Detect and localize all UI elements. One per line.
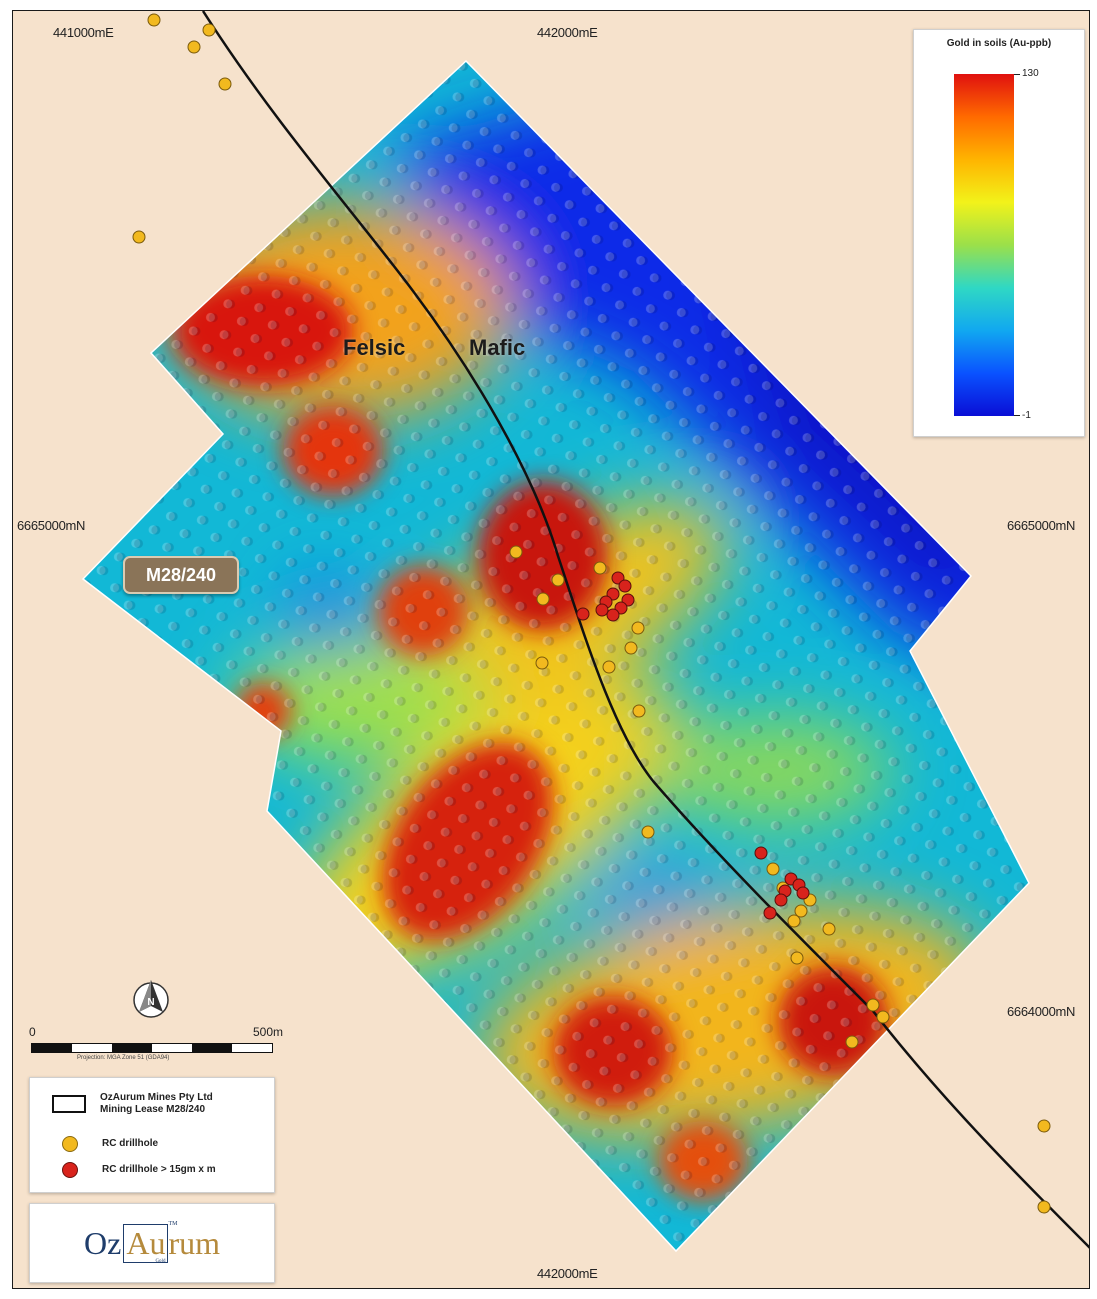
legend-lease-label-2: Mining Lease M28/240 — [100, 1104, 206, 1115]
rc-drillhole-high — [774, 893, 788, 907]
rc-drillhole — [766, 862, 780, 876]
colorbar-min-tick — [1014, 415, 1020, 416]
colorbar-legend: Gold in soils (Au-ppb) 130 -1 — [913, 29, 1085, 437]
rc-drillhole — [535, 656, 549, 670]
rc-drillhole — [218, 77, 232, 91]
scale-end-label: 500m — [253, 1025, 284, 1039]
rc-drillhole-swatch — [62, 1136, 78, 1152]
colorbar-title: Gold in soils (Au-ppb) — [946, 38, 1052, 49]
easting-label-441000: 441000mE — [53, 25, 114, 40]
logo-rum: rum — [168, 1224, 220, 1261]
rc-drillhole — [624, 641, 638, 655]
north-arrow-icon: N — [131, 976, 171, 1022]
gold-soil-map — [81, 11, 1089, 1253]
rc-drillhole — [132, 230, 146, 244]
rc-drillhole — [509, 545, 523, 559]
legend-row-rc-high: RC drillhole > 15gm x m — [52, 1162, 216, 1178]
colorbar-min-label: -1 — [1022, 410, 1031, 421]
rc-drillhole — [147, 13, 161, 27]
colorbar-max-tick — [1014, 74, 1020, 75]
rc-drillhole-high — [763, 906, 777, 920]
legend-rc-high-label: RC drillhole > 15gm x m — [102, 1164, 216, 1175]
rc-drillhole — [602, 660, 616, 674]
rc-drillhole — [593, 561, 607, 575]
northing-label-6665000-left: 6665000mN — [17, 518, 86, 533]
colorbar-max-label: 130 — [1022, 68, 1039, 79]
northing-label-6665000-right: 6665000mN — [1007, 518, 1076, 533]
rc-drillhole — [551, 573, 565, 587]
logo-au: Au TM Gold — [123, 1221, 177, 1264]
legend-row-lease: OzAurum Mines Pty Ltd Mining Lease M28/2… — [52, 1092, 213, 1116]
rc-drillhole — [876, 1010, 890, 1024]
rc-drillhole — [1037, 1200, 1051, 1214]
mafic-label: Mafic — [469, 335, 526, 360]
scale-start-label: 0 — [29, 1025, 36, 1039]
rc-drillhole — [822, 922, 836, 936]
north-letter: N — [147, 997, 154, 1008]
felsic-label: Felsic — [343, 335, 406, 360]
rc-drillhole — [187, 40, 201, 54]
projection-note: Projection: MGA Zone 51 (GDA94) — [77, 1055, 170, 1061]
geological-contact-line — [201, 11, 1089, 1249]
colorbar-gradient — [954, 74, 1014, 416]
rc-drillhole-high — [595, 603, 609, 617]
legend-lease-label-1: OzAurum Mines Pty Ltd — [100, 1092, 213, 1103]
rc-drillhole-high — [618, 579, 632, 593]
rc-drillhole-high — [754, 846, 768, 860]
lease-outline-swatch — [52, 1095, 86, 1113]
logo-gold: Gold — [155, 1258, 166, 1264]
rc-drillhole — [536, 592, 550, 606]
rc-drillhole-high — [576, 607, 590, 621]
logo-tm: TM — [168, 1220, 178, 1227]
legend-row-rc: RC drillhole — [52, 1136, 158, 1152]
rc-drillhole-high — [796, 886, 810, 900]
lease-outline — [81, 59, 1030, 1253]
map-legend: OzAurum Mines Pty Ltd Mining Lease M28/2… — [29, 1077, 275, 1193]
logo-oz: Oz — [84, 1224, 122, 1261]
drillholes-layer — [132, 13, 1051, 1214]
legend-rc-label: RC drillhole — [102, 1138, 159, 1149]
tenement-label: M28/240 — [123, 556, 239, 594]
rc-drillhole — [641, 825, 655, 839]
scale-bar — [31, 1043, 273, 1053]
rc-drillhole — [794, 904, 808, 918]
map-frame: 441000mE 442000mE 442000mE 6665000mN 666… — [12, 10, 1090, 1289]
rc-drillhole — [866, 998, 880, 1012]
easting-label-442000-bottom: 442000mE — [537, 1266, 598, 1281]
rc-drillhole-high-swatch — [62, 1162, 78, 1178]
easting-label-442000-top: 442000mE — [537, 25, 598, 40]
northing-label-6664000-right: 6664000mN — [1007, 1004, 1076, 1019]
rc-drillhole — [1037, 1119, 1051, 1133]
rc-drillhole — [202, 23, 216, 37]
rc-drillhole-high — [606, 608, 620, 622]
rc-drillhole — [631, 621, 645, 635]
ozaurum-logo: Oz Au TM Gold rum — [29, 1203, 275, 1283]
rc-drillhole — [632, 704, 646, 718]
rc-drillhole — [845, 1035, 859, 1049]
rc-drillhole — [790, 951, 804, 965]
rc-drillhole — [787, 914, 801, 928]
